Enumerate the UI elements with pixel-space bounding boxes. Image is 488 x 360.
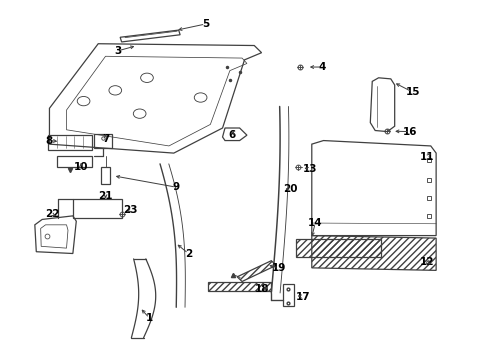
Text: 3: 3 — [114, 46, 121, 56]
Text: 17: 17 — [295, 292, 310, 302]
Text: 12: 12 — [419, 257, 434, 267]
Text: 20: 20 — [283, 184, 298, 194]
Text: 1: 1 — [145, 313, 153, 323]
Text: 13: 13 — [303, 164, 317, 174]
Text: 23: 23 — [122, 206, 137, 216]
Text: 6: 6 — [228, 130, 235, 140]
Text: 5: 5 — [202, 19, 209, 29]
Text: 8: 8 — [46, 136, 53, 145]
Text: 11: 11 — [419, 152, 434, 162]
Text: 14: 14 — [307, 218, 322, 228]
Text: 19: 19 — [271, 263, 285, 273]
Text: 10: 10 — [74, 162, 88, 172]
Text: 15: 15 — [405, 87, 419, 97]
Text: 4: 4 — [318, 62, 325, 72]
Text: 2: 2 — [184, 248, 192, 258]
Text: 16: 16 — [402, 127, 417, 136]
Text: 9: 9 — [172, 182, 180, 192]
Text: 21: 21 — [98, 191, 113, 201]
Text: 22: 22 — [44, 209, 59, 219]
Text: 7: 7 — [102, 134, 109, 144]
Text: 18: 18 — [254, 284, 268, 294]
